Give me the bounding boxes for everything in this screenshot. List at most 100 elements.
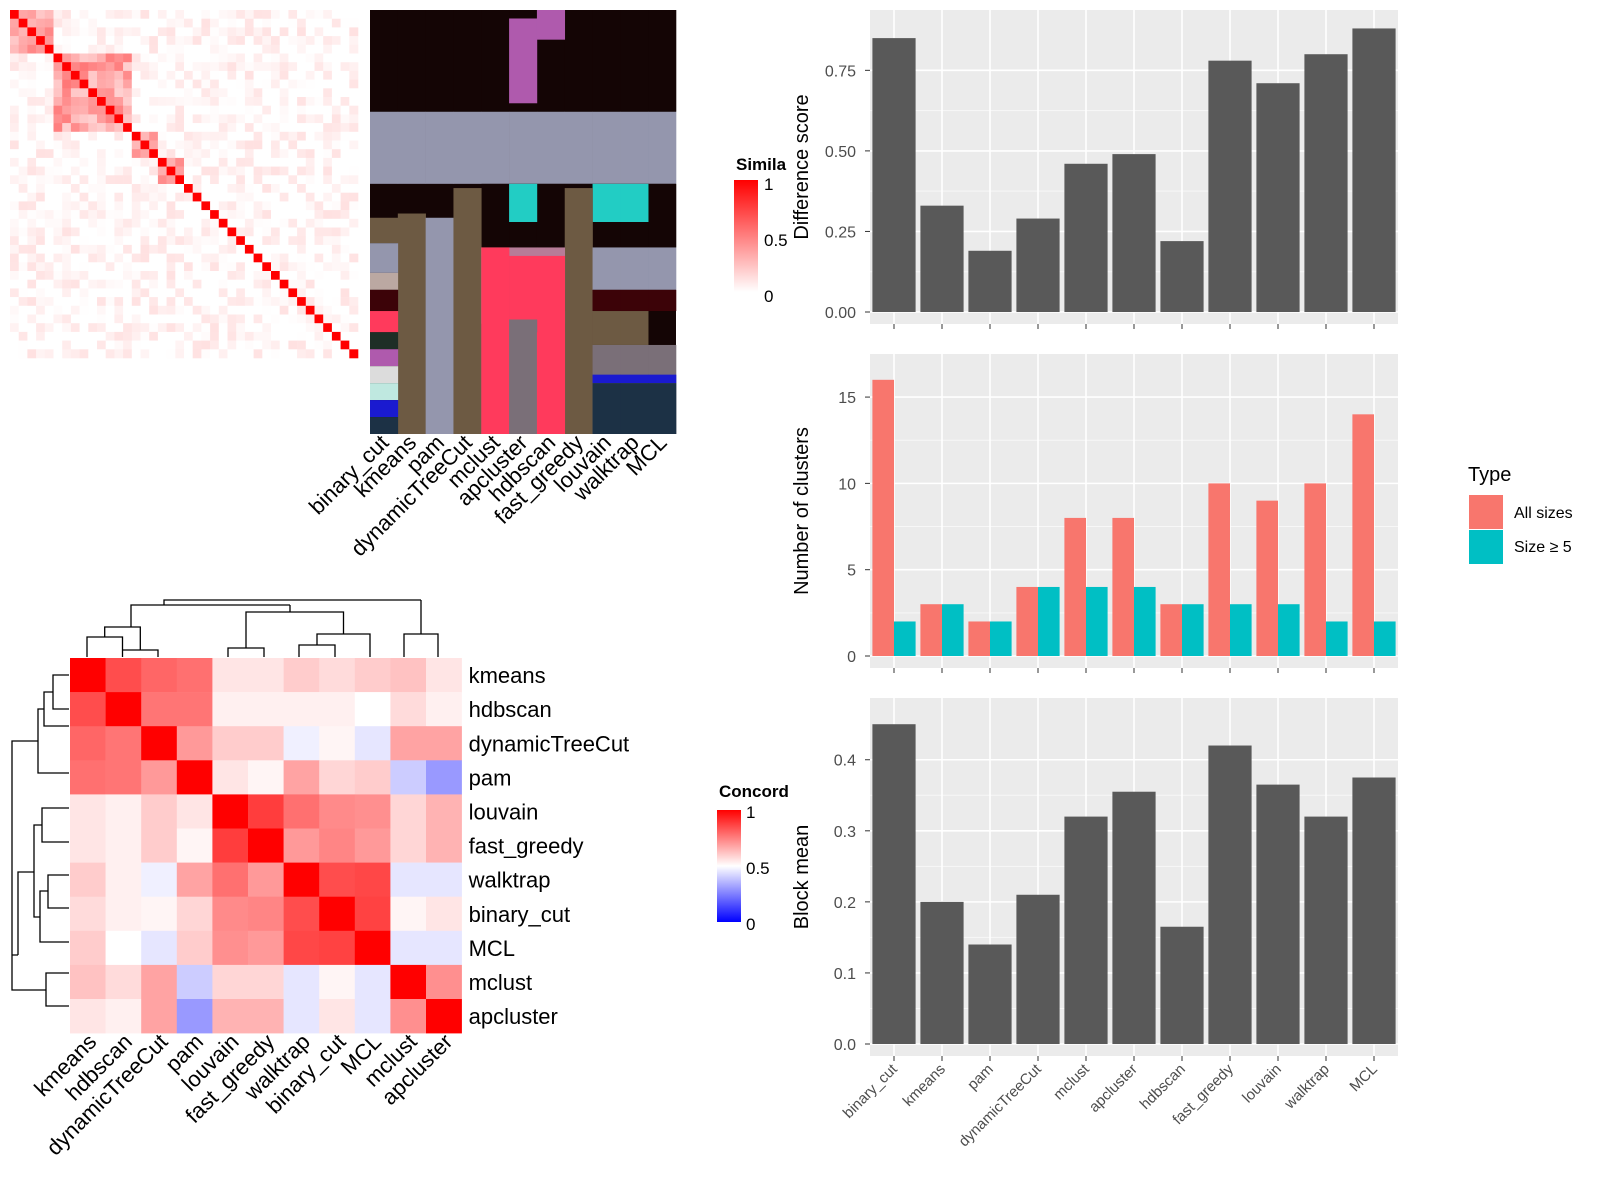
concordance-cell — [248, 930, 284, 966]
similarity-cell — [262, 236, 272, 246]
concordance-cell — [283, 658, 320, 693]
similarity-cell — [166, 53, 176, 63]
similarity-cell — [140, 236, 150, 246]
similarity-cell — [36, 271, 46, 280]
concordance-cell — [212, 760, 249, 795]
similarity-cell — [236, 88, 246, 98]
bar — [920, 205, 964, 312]
similarity-cell — [271, 175, 280, 185]
similarity-cell — [62, 44, 72, 54]
similarity-cell — [227, 44, 237, 54]
similarity-cell — [175, 36, 185, 46]
similarity-cell — [262, 227, 272, 237]
cluster-block — [648, 289, 677, 312]
similarity-cell — [36, 140, 46, 150]
concordance-row-label: walktrap — [468, 868, 551, 893]
bar — [1064, 816, 1108, 1044]
similarity-cell — [323, 349, 333, 359]
similarity-cell — [210, 105, 220, 115]
similarity-cell — [297, 210, 307, 220]
similarity-cell — [166, 27, 176, 37]
similarity-cell — [331, 97, 341, 106]
similarity-cell — [244, 114, 254, 124]
similarity-cell — [131, 88, 141, 98]
similarity-cell — [114, 62, 124, 72]
similarity-cell — [314, 227, 324, 237]
similarity-cell — [140, 279, 150, 289]
similarity-cell — [244, 297, 254, 307]
similarity-cell — [236, 192, 246, 202]
similarity-cell — [349, 184, 359, 193]
similarity-cell — [123, 70, 133, 80]
similarity-cell — [288, 88, 298, 98]
similarity-cell — [184, 184, 193, 193]
similarity-cell — [201, 271, 211, 280]
similarity-cell — [314, 331, 324, 341]
similarity-cell — [88, 114, 98, 124]
similarity-cell — [288, 97, 298, 106]
similarity-cell — [27, 166, 37, 176]
similarity-cell — [123, 271, 133, 280]
similarity-cell — [192, 236, 202, 246]
similarity-cell — [288, 70, 298, 80]
similarity-cell — [305, 236, 315, 246]
similarity-cell — [192, 244, 202, 254]
similarity-cell — [184, 157, 193, 167]
similarity-cell — [131, 149, 141, 159]
similarity-cell — [201, 297, 211, 307]
similarity-cell — [131, 210, 141, 220]
similarity-cell — [297, 323, 307, 333]
similarity-cell — [157, 349, 167, 359]
similarity-cell — [10, 236, 19, 246]
similarity-cell — [27, 253, 37, 263]
similarity-cell — [279, 70, 289, 80]
similarity-cell — [123, 305, 133, 315]
concordance-cell — [212, 794, 249, 829]
similarity-cell — [340, 323, 350, 333]
cluster-block — [370, 332, 399, 350]
similarity-cell — [44, 166, 54, 176]
similarity-cell — [36, 123, 46, 133]
similarity-cell — [88, 149, 98, 159]
similarity-cell — [157, 44, 167, 54]
similarity-cell — [105, 253, 115, 263]
similarity-cell — [114, 201, 124, 211]
similarity-cell — [62, 157, 72, 167]
cluster-block — [592, 183, 621, 222]
similarity-cell — [79, 114, 89, 124]
similarity-cell — [253, 105, 263, 115]
similarity-cell — [114, 262, 124, 272]
similarity-cell — [36, 10, 46, 19]
similarity-cell — [244, 279, 254, 289]
similarity-cell — [331, 157, 341, 167]
similarity-cell — [70, 18, 80, 28]
similarity-cell — [244, 131, 254, 141]
similarity-cell — [201, 236, 211, 246]
cluster-block — [509, 18, 538, 104]
similarity-cell — [175, 210, 185, 220]
similarity-cell — [305, 253, 315, 263]
concordance-cell — [283, 726, 320, 761]
similarity-cell — [192, 314, 202, 324]
similarity-cell — [271, 305, 280, 315]
similarity-cell — [62, 340, 72, 350]
similarity-cell — [175, 88, 185, 98]
bar — [1208, 745, 1252, 1044]
similarity-cell — [10, 175, 19, 185]
similarity-cell — [97, 53, 106, 63]
similarity-cell — [175, 62, 185, 72]
similarity-cell — [271, 10, 280, 19]
similarity-cell — [157, 123, 167, 133]
similarity-cell — [210, 201, 220, 211]
similarity-cell — [70, 175, 80, 185]
similarity-cell — [114, 44, 124, 54]
similarity-cell — [297, 105, 307, 115]
similarity-cell — [305, 44, 315, 54]
similarity-cell — [340, 236, 350, 246]
similarity-cell — [140, 79, 150, 89]
similarity-cell — [105, 201, 115, 211]
similarity-cell — [331, 305, 341, 315]
similarity-cell — [97, 114, 106, 124]
similarity-cell — [27, 10, 37, 19]
similarity-cell — [184, 340, 193, 350]
